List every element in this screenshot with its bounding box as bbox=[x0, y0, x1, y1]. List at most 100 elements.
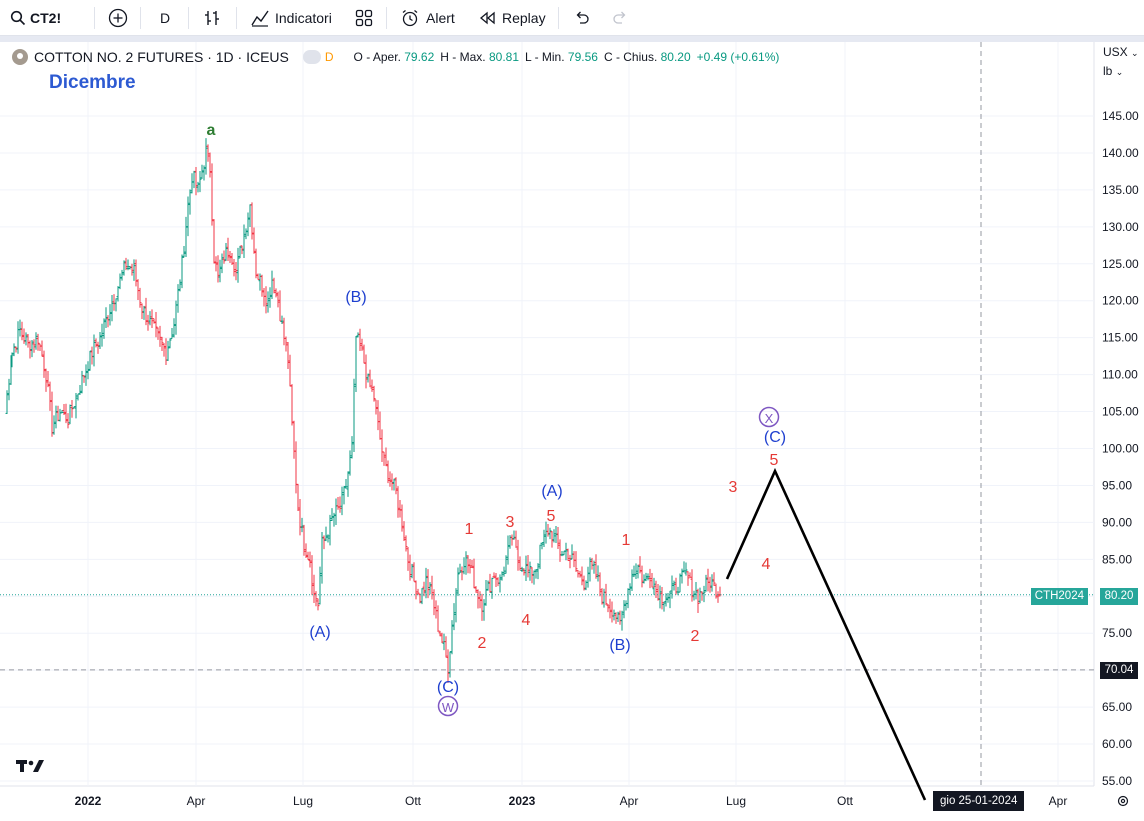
price-tick-label: 60.00 bbox=[1102, 737, 1132, 751]
wave-label[interactable]: (C) bbox=[764, 429, 786, 446]
price-tick-label: 55.00 bbox=[1102, 774, 1132, 788]
indicators-label: Indicatori bbox=[275, 10, 332, 26]
wave-label-circle bbox=[437, 695, 459, 717]
ohlc-change: +0.49 (+0.61%) bbox=[696, 50, 780, 64]
indicators-icon bbox=[251, 10, 269, 27]
compare-button[interactable] bbox=[108, 0, 128, 36]
price-tick-label: 105.00 bbox=[1102, 405, 1139, 419]
time-tick-label: 2023 bbox=[509, 794, 536, 808]
visibility-toggle[interactable] bbox=[302, 50, 321, 64]
undo-button[interactable] bbox=[572, 0, 592, 36]
price-chart[interactable]: a (B) (A) (C) W 1 2 3 4 5 (A) 1 2 (B) 3 4 5 (C) X 145.00 14… bbox=[0, 42, 1144, 816]
wave-label[interactable]: 5 bbox=[770, 452, 779, 469]
wave-label[interactable]: (C) bbox=[437, 679, 459, 696]
wave-label-circle bbox=[758, 406, 780, 428]
ohlc-high: H - Max. 80.81 bbox=[440, 50, 519, 64]
wave-label[interactable]: 4 bbox=[522, 612, 531, 629]
price-tick-label: 115.00 bbox=[1102, 331, 1138, 345]
time-tick-label: Ott bbox=[837, 794, 854, 808]
divider bbox=[386, 7, 387, 29]
wave-label[interactable]: (A) bbox=[541, 483, 562, 500]
crosshair-price-label: 70.04 bbox=[1100, 662, 1138, 679]
ohlc-low: L - Min. 79.56 bbox=[525, 50, 598, 64]
ohlc-close: C - Chius. 80.20 bbox=[604, 50, 691, 64]
alert-button[interactable]: Alert bbox=[400, 0, 455, 36]
chart-area[interactable]: a (B) (A) (C) W 1 2 3 4 5 (A) 1 2 (B) 3 4 5 (C) X 145.00 14… bbox=[0, 42, 1144, 816]
redo-button[interactable] bbox=[610, 0, 630, 36]
ohlc-open: O - Aper. 79.62 bbox=[354, 50, 435, 64]
time-tick-label: Lug bbox=[726, 794, 746, 808]
wave-label[interactable]: W bbox=[442, 700, 455, 715]
alert-label: Alert bbox=[426, 10, 455, 26]
ohlc-high-label: H - Max. bbox=[440, 50, 486, 64]
plus-circle-icon bbox=[108, 8, 128, 28]
tradingview-logo-icon bbox=[16, 760, 44, 772]
last-price-label: 80.20 bbox=[1100, 588, 1138, 605]
tradingview-logo[interactable] bbox=[16, 758, 46, 779]
price-tick-label: 95.00 bbox=[1102, 478, 1132, 492]
wave-label[interactable]: 3 bbox=[729, 479, 738, 496]
divider bbox=[94, 7, 95, 29]
currency-select[interactable]: USX ⌄ bbox=[1103, 45, 1139, 59]
crosshair-time-label: gio 25-01-2024 bbox=[933, 791, 1025, 811]
divider bbox=[236, 7, 237, 29]
wave-label[interactable]: (A) bbox=[309, 624, 330, 641]
price-tick-label: 120.00 bbox=[1102, 294, 1139, 308]
divider bbox=[140, 7, 141, 29]
wave-label[interactable]: 5 bbox=[547, 508, 556, 525]
time-tick-label: 2022 bbox=[75, 794, 102, 808]
price-tick-label: 145.00 bbox=[1102, 109, 1139, 123]
wave-label[interactable]: 2 bbox=[478, 635, 487, 652]
chart-settings-button[interactable] bbox=[1116, 794, 1130, 813]
price-tick-label: 125.00 bbox=[1102, 257, 1139, 271]
replay-label: Replay bbox=[502, 10, 546, 26]
chevron-down-icon: ⌄ bbox=[1115, 67, 1124, 77]
symbol-search-button[interactable]: CT2! bbox=[10, 0, 61, 36]
time-tick-label: Apr bbox=[1049, 794, 1068, 808]
annotation-title[interactable]: Dicembre bbox=[49, 72, 136, 93]
symbol-price-tag: CTH2024 bbox=[1030, 588, 1088, 605]
ohlc-low-value: 79.56 bbox=[567, 50, 598, 64]
wave-label[interactable]: a bbox=[207, 122, 216, 139]
price-tick-label: 140.00 bbox=[1102, 146, 1139, 160]
ohlc-open-label: O - Aper. bbox=[353, 50, 401, 64]
time-tick-label: Apr bbox=[620, 794, 639, 808]
chart-type-button[interactable] bbox=[202, 0, 222, 36]
price-tick-label: 90.00 bbox=[1102, 515, 1132, 529]
replay-button[interactable]: Replay bbox=[478, 0, 546, 36]
price-tick-label: 110.00 bbox=[1102, 368, 1138, 382]
rewind-icon bbox=[479, 11, 495, 25]
series-title[interactable]: COTTON NO. 2 FUTURES · 1D · ICEUS bbox=[34, 49, 289, 65]
wave-label[interactable]: 1 bbox=[465, 521, 474, 538]
symbol-logo bbox=[12, 49, 28, 65]
wave-label[interactable]: (B) bbox=[345, 289, 366, 306]
ohlc-open-value: 79.62 bbox=[404, 50, 435, 64]
unit-label: lb bbox=[1103, 64, 1113, 78]
undo-icon bbox=[576, 11, 589, 24]
layout-button[interactable] bbox=[354, 0, 374, 36]
alarm-clock-icon bbox=[402, 9, 418, 27]
wave-label[interactable]: (B) bbox=[609, 637, 630, 654]
mode-badge: D bbox=[324, 50, 334, 64]
wave-label[interactable]: X bbox=[765, 411, 774, 426]
price-tick-label: 75.00 bbox=[1102, 626, 1132, 640]
symbol-label: CT2! bbox=[30, 10, 62, 26]
unit-select[interactable]: lb ⌄ bbox=[1103, 64, 1123, 78]
interval-button[interactable]: D bbox=[160, 0, 170, 36]
price-tick-label: 85.00 bbox=[1102, 552, 1132, 566]
wave-label[interactable]: 2 bbox=[691, 628, 700, 645]
wave-label[interactable]: 3 bbox=[506, 514, 515, 531]
wave-label[interactable]: 4 bbox=[762, 556, 771, 573]
divider bbox=[188, 7, 189, 29]
interval-label: D bbox=[160, 10, 171, 26]
wave-label[interactable]: 1 bbox=[622, 532, 631, 549]
projection-path-drawing[interactable] bbox=[725, 467, 927, 801]
time-tick-label: Apr bbox=[187, 794, 206, 808]
indicators-button[interactable]: Indicatori bbox=[250, 0, 332, 36]
time-tick-label: Lug bbox=[293, 794, 313, 808]
chart-legend: COTTON NO. 2 FUTURES · 1D · ICEUS D O - … bbox=[12, 48, 779, 66]
price-tick-label: 65.00 bbox=[1102, 700, 1132, 714]
price-tick-label: 130.00 bbox=[1102, 220, 1139, 234]
gear-icon bbox=[1117, 795, 1129, 807]
divider bbox=[558, 7, 559, 29]
